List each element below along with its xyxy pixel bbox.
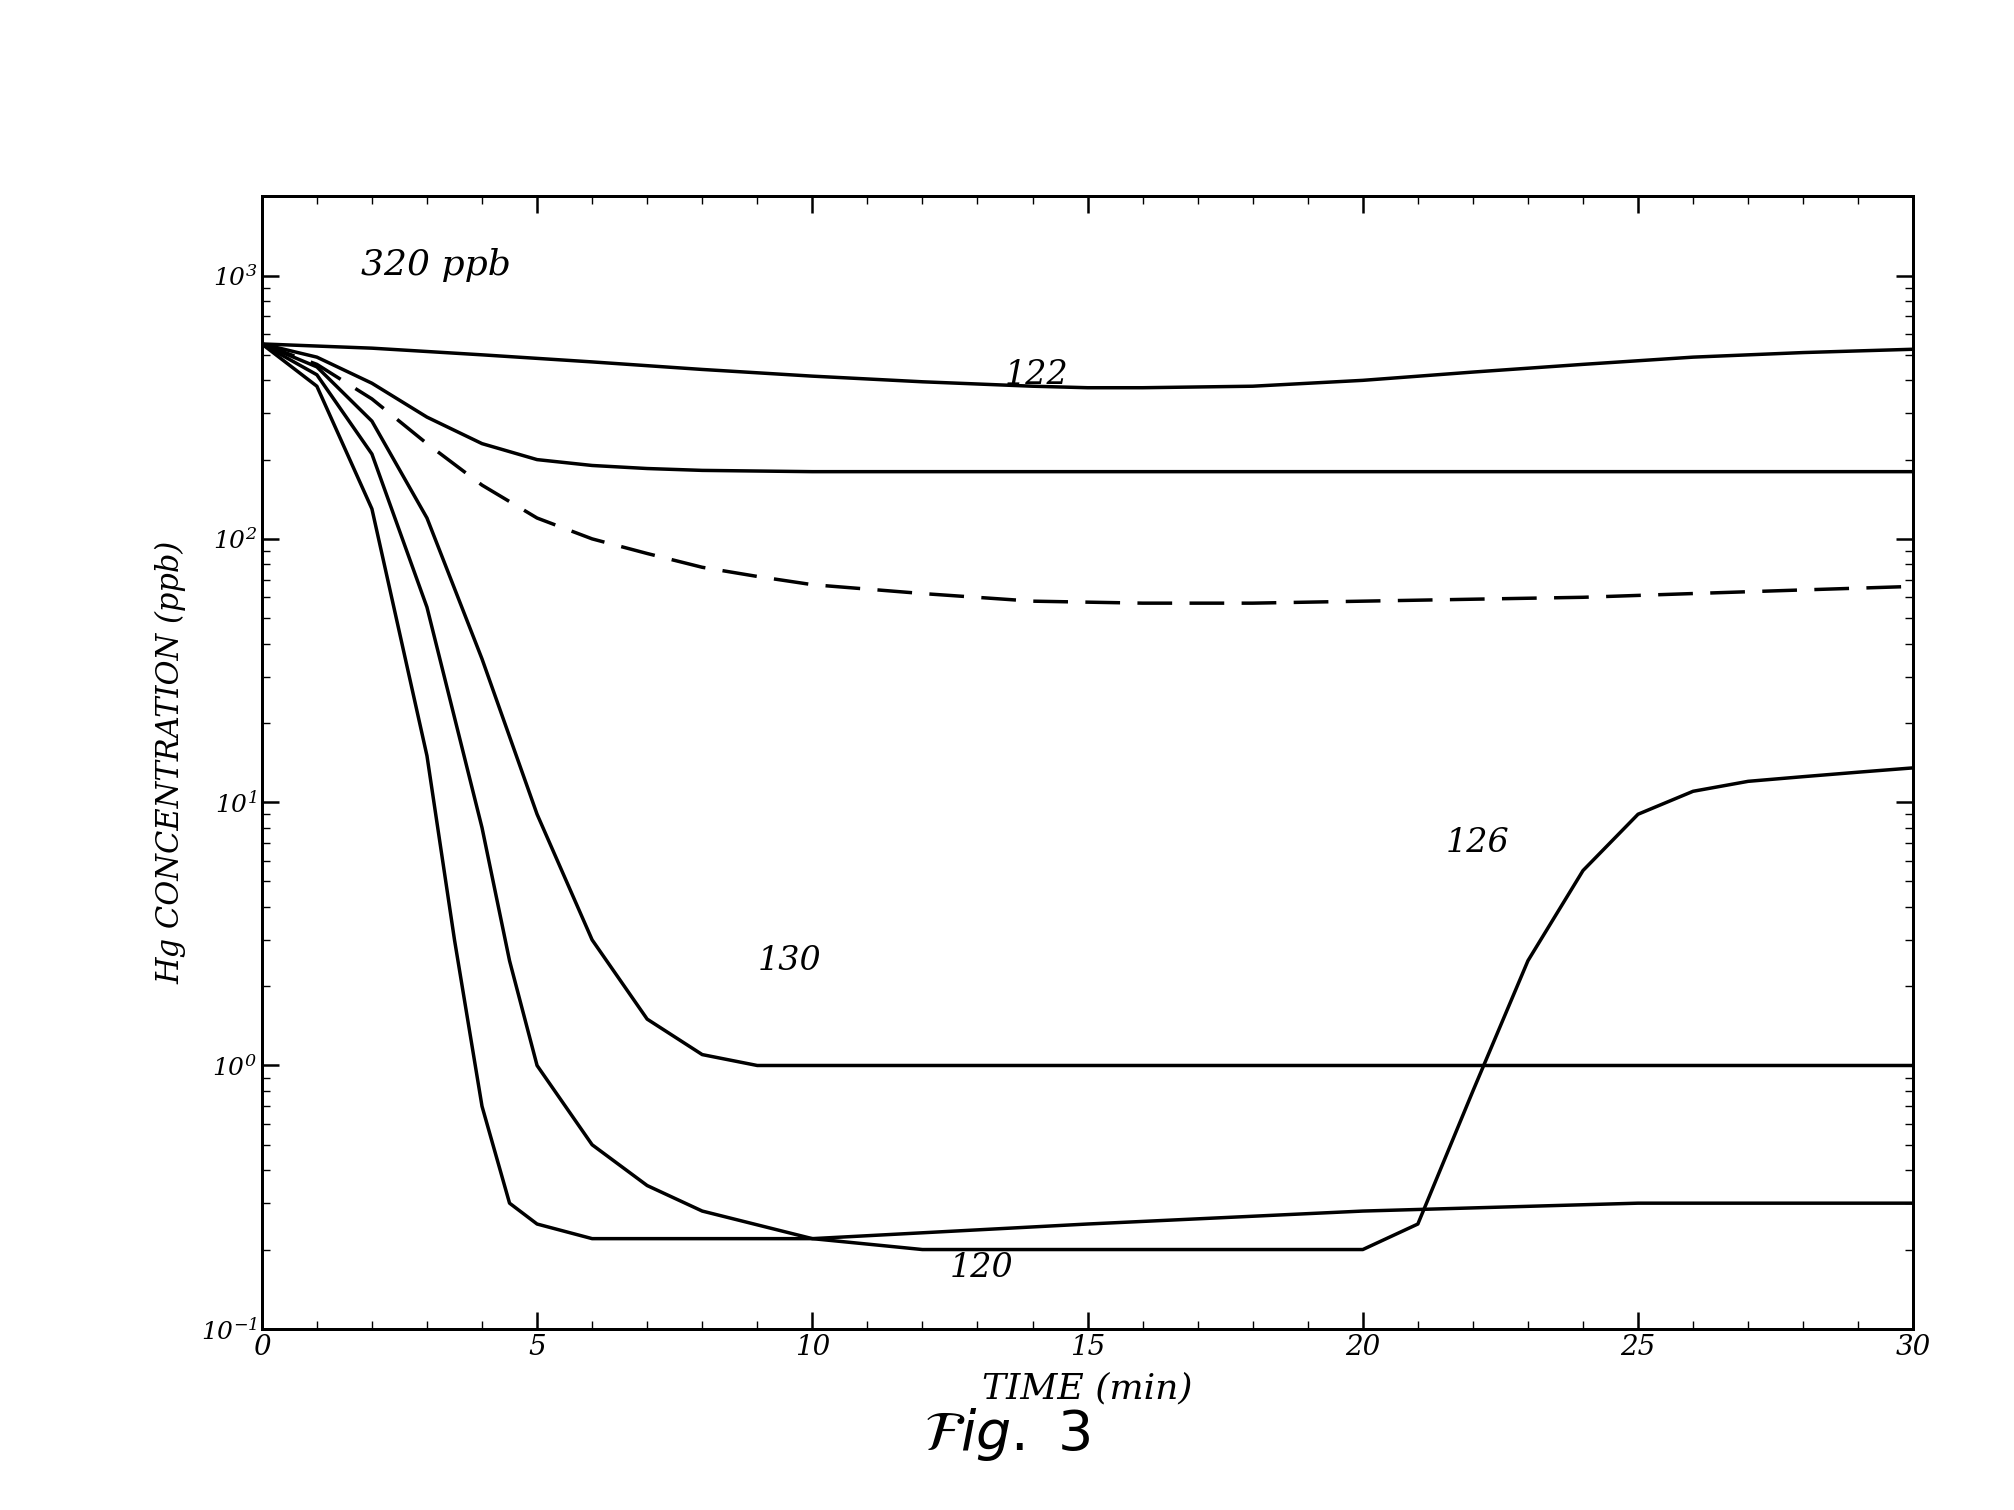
Text: 122: 122 bbox=[1005, 359, 1069, 391]
Text: 320 ppb: 320 ppb bbox=[361, 248, 512, 282]
Y-axis label: Hg CONCENTRATION (ppb): Hg CONCENTRATION (ppb) bbox=[155, 541, 187, 985]
Text: $\mathcal{F}ig.\ 3$: $\mathcal{F}ig.\ 3$ bbox=[924, 1406, 1090, 1463]
Text: 126: 126 bbox=[1446, 827, 1508, 859]
Text: 130: 130 bbox=[757, 945, 822, 977]
X-axis label: TIME (min): TIME (min) bbox=[983, 1371, 1192, 1406]
Text: 120: 120 bbox=[951, 1252, 1013, 1284]
